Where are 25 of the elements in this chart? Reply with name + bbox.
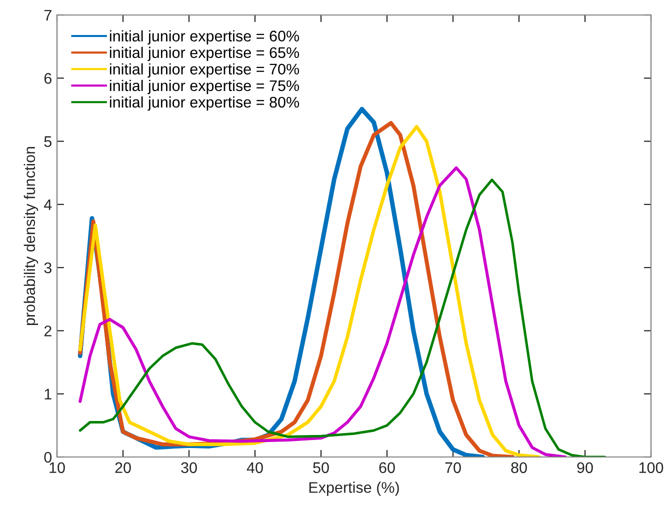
x-tick-label: 50 (313, 462, 329, 474)
legend-label: initial junior expertise = 70% (110, 63, 300, 78)
y-tick-label: 5 (44, 136, 52, 147)
x-axis-title: Expertise (%) (309, 482, 399, 496)
x-tick-label: 40 (246, 462, 263, 474)
x-tick-label: 100 (639, 462, 664, 474)
legend-label: initial junior expertise = 75% (110, 80, 300, 94)
y-tick-label: 0 (44, 452, 52, 463)
y-tick-label: 4 (44, 199, 52, 210)
legend-label: initial junior expertise = 60% (110, 30, 300, 45)
y-tick-label: 6 (44, 73, 52, 84)
y-axis-title: probability density function (24, 146, 38, 326)
x-tick-label: 60 (379, 462, 395, 474)
y-tick-label: 7 (44, 10, 52, 21)
y-tick-label: 3 (44, 262, 52, 274)
x-tick-label: 70 (445, 462, 461, 474)
x-tick-label: 30 (181, 462, 197, 474)
y-tick-label: 2 (44, 326, 52, 336)
y-tick-label: 1 (44, 388, 52, 400)
legend-label: initial junior expertise = 80% (110, 96, 300, 111)
legend-label: initial junior expertise = 65% (110, 46, 300, 62)
x-tick-label: 90 (577, 462, 593, 474)
x-tick-label: 10 (50, 462, 65, 474)
x-tick-label: 80 (511, 462, 527, 474)
x-tick-label: 20 (115, 462, 131, 474)
